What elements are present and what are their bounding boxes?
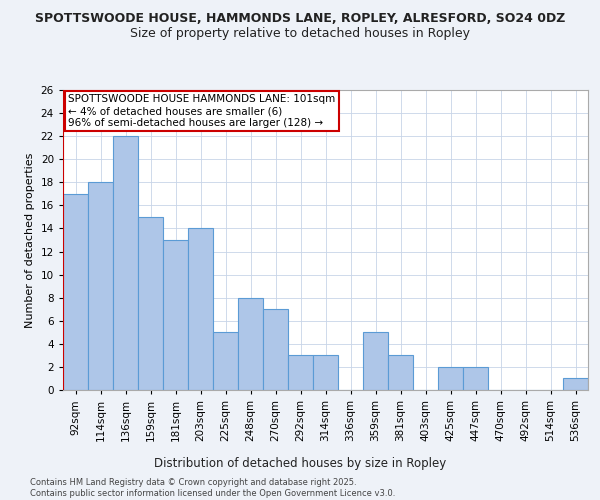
Bar	[163, 240, 188, 390]
Text: Contains HM Land Registry data © Crown copyright and database right 2025.
Contai: Contains HM Land Registry data © Crown c…	[30, 478, 395, 498]
Bar	[113, 136, 138, 390]
Bar	[563, 378, 588, 390]
Bar	[188, 228, 213, 390]
Bar	[288, 356, 313, 390]
Y-axis label: Number of detached properties: Number of detached properties	[25, 152, 35, 328]
Text: Distribution of detached houses by size in Ropley: Distribution of detached houses by size …	[154, 458, 446, 470]
Bar	[363, 332, 388, 390]
Bar	[438, 367, 463, 390]
Text: SPOTTSWOODE HOUSE HAMMONDS LANE: 101sqm
← 4% of detached houses are smaller (6)
: SPOTTSWOODE HOUSE HAMMONDS LANE: 101sqm …	[68, 94, 335, 128]
Bar	[138, 217, 163, 390]
Bar	[313, 356, 338, 390]
Bar	[213, 332, 238, 390]
Text: Size of property relative to detached houses in Ropley: Size of property relative to detached ho…	[130, 28, 470, 40]
Bar	[388, 356, 413, 390]
Text: SPOTTSWOODE HOUSE, HAMMONDS LANE, ROPLEY, ALRESFORD, SO24 0DZ: SPOTTSWOODE HOUSE, HAMMONDS LANE, ROPLEY…	[35, 12, 565, 26]
Bar	[88, 182, 113, 390]
Bar	[263, 309, 288, 390]
Bar	[238, 298, 263, 390]
Bar	[63, 194, 88, 390]
Bar	[463, 367, 488, 390]
